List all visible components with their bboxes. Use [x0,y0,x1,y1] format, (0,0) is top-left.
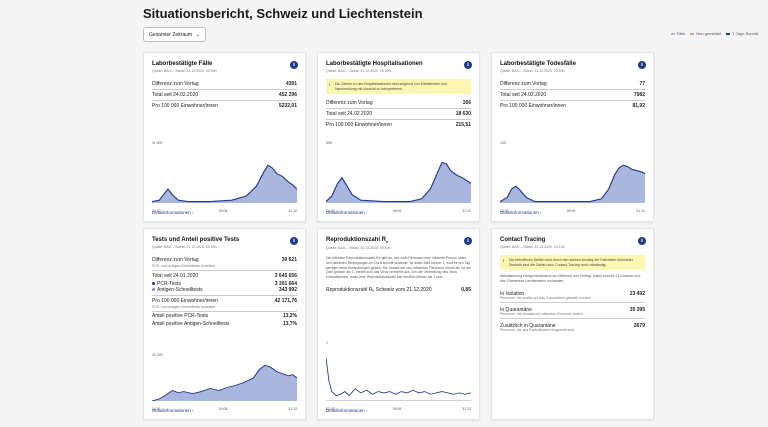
info-icon[interactable]: i [290,237,298,245]
info-icon[interactable]: i [290,61,298,69]
chevron-right-icon: › [540,210,542,215]
card-title: Laborbestätigte Fälle [152,61,213,67]
cases-chart-svg [151,164,298,203]
stat-row: Differenz zum Vortag 4391 [152,79,297,90]
stat-row: Total seit 24.02.2020 18 630 [326,109,471,121]
stat-row: Anteil positive Antigen-Schnelltests 13,7… [152,321,297,327]
detail-link[interactable]: Detailinformationen › [500,210,542,215]
repro-chart-svg [325,357,472,401]
stat-row: Total seit 24.01.2020 3 645 656 [152,273,297,279]
stat-row: Zusätzlich in Quarantäne 2679 Personen, d… [500,322,645,332]
warning-note: ! Die Zahlen zu den Hospitalisationen sin… [326,79,471,95]
detail-link[interactable]: Detailinformationen › [152,210,194,215]
hosp-chart-svg [325,161,472,203]
reproduction-chart: 1 02.02 09.06 31.12 [325,341,472,411]
stat-row: Pro 100 000 Einwohner/innen 5232,01 [152,103,297,109]
stat-row: Total seit 24.02.2020 452 296 [152,90,297,101]
stat-row: Reproduktionszahl Rₑ Schweiz vom 21.12.2… [326,286,471,293]
detail-link[interactable]: Detailinformationen › [326,210,368,215]
period-dropdown[interactable]: Gesamter Zeitraum ⌄ [143,27,206,42]
stat-row: Pro 100 000 Einwohner/innen 81,92 [500,103,645,109]
y-max-label: 600 [326,141,332,145]
card-title: Laborbestätigte Hospitalisationen [326,61,423,67]
card-title: Tests und Anteil positive Tests [152,237,240,243]
y-max-label: 11.000 [152,141,163,145]
hospitalisations-chart: 600 24.02 09.06 31.12 [325,141,472,213]
card-source: Quelle: BAG – Stand: 31.12.2020, 09.53h [326,246,391,251]
chevron-right-icon: › [192,408,194,413]
card-contact-tracing: Contact Tracing i Quelle: BAG – Stand: 3… [491,228,654,420]
info-icon[interactable]: i [464,61,472,69]
card-tests: Tests und Anteil positive Tests i Quelle… [143,228,306,420]
card-title: Laborbestätigte Todesfälle [500,61,576,67]
tests-chart-svg [151,364,298,402]
chart-legend: Fälle Neu gemeldet 7-Tage-Schnitt [670,31,758,36]
chevron-right-icon: › [366,210,368,215]
stat-sub: PCR- und Antigen-Schnelltests kumuliert [152,264,297,271]
card-source: Quelle: BAG – Stand: 31.12.2020, 10.13h [500,245,565,249]
card-deaths: Laborbestätigte Todesfälle i Quelle: BAG… [491,52,654,222]
stat-sub: PCR- und Antigen-Schnelltests kumuliert [152,305,297,312]
warning-icon: ! [503,258,505,263]
chevron-down-icon: ⌄ [195,31,200,38]
legend-item-cases: Fälle [670,31,685,36]
deaths-chart-svg [499,164,646,203]
y-max-label: 40 000 [152,353,163,357]
stat-row: Differenz zum Vortag 77 [500,79,645,90]
card-source: Quelle: BAG – Stand: 31.12.2020, 09.53h [326,69,391,73]
card-reproduction: Reproduktionszahl Re i Quelle: BAG – Sta… [317,228,480,420]
chevron-right-icon: › [192,210,194,215]
deaths-chart: 130 24.02 09.06 31.12 [499,141,646,213]
detail-link[interactable]: Detailinformationen › [326,408,368,413]
page-title: Situationsbericht, Schweiz und Liechtens… [143,6,423,21]
tests-chart: 40 000 24.01 09.06 31.12 [151,353,298,411]
info-icon[interactable]: i [638,61,646,69]
card-title: Reproduktionszahl Re [326,237,389,245]
stat-row-pcr: PCR-Tests 3 301 664 [152,281,297,287]
info-icon[interactable]: i [464,237,472,245]
stat-row: Differenz zum Vortag 166 [326,98,471,110]
card-source: Quelle: BAG – Stand: 31.12.2020, 09.53h [500,69,565,73]
repro-description: Die effektive Reproduktionszahl Re gibt … [326,256,471,280]
y-max-label: 130 [500,141,506,145]
warning-note: ! Die betroffenen Stellen sind durch den … [500,255,645,271]
card-source: Quelle: BAG – Stand: 31.12.2020, 09.53h [152,69,217,73]
card-cases: Laborbestätigte Fälle i Quelle: BAG – St… [143,52,306,222]
stat-row-antigen: Antigen-Schnelltests 343 992 [152,287,297,296]
period-dropdown-value: Gesamter Zeitraum [149,31,193,38]
legend-item-new: Neu gemeldet [690,31,721,36]
stat-row: Differenz zum Vortag 30 621 [152,257,297,263]
stat-row: Anteil positive PCR-Tests 13,2% [152,313,297,319]
chevron-right-icon: › [366,408,368,413]
stat-row: Pro 100 000 Einwohner/innen 215,51 [326,122,471,129]
warning-icon: ! [329,82,331,87]
stat-row: In Quarantäne 35 395 Personen, die Kontak… [500,303,645,319]
stat-row: Total seit 24.02.2020 7082 [500,90,645,101]
legend-item-avg: 7-Tage-Schnitt [726,31,758,36]
card-title: Contact Tracing [500,237,546,243]
cases-chart: 11.000 24.02 09.06 31.12 [151,141,298,213]
y-max-label: 1 [326,341,328,345]
stat-row: In Isolation 23 492 Personen, die positiv… [500,289,645,303]
stat-row: Pro 100 000 Einwohner/innen 42 171,76 [152,298,297,304]
card-hospitalisations: Laborbestätigte Hospitalisationen i Quel… [317,52,480,222]
info-icon[interactable]: i [638,237,646,245]
card-source: Quelle: BAG – Stand: 31.12.2020, 09.53h [152,245,217,249]
detail-link[interactable]: Detailinformationen › [152,408,194,413]
tracing-description: Aktualisierung erfolgt mindestens am Mit… [500,274,641,283]
